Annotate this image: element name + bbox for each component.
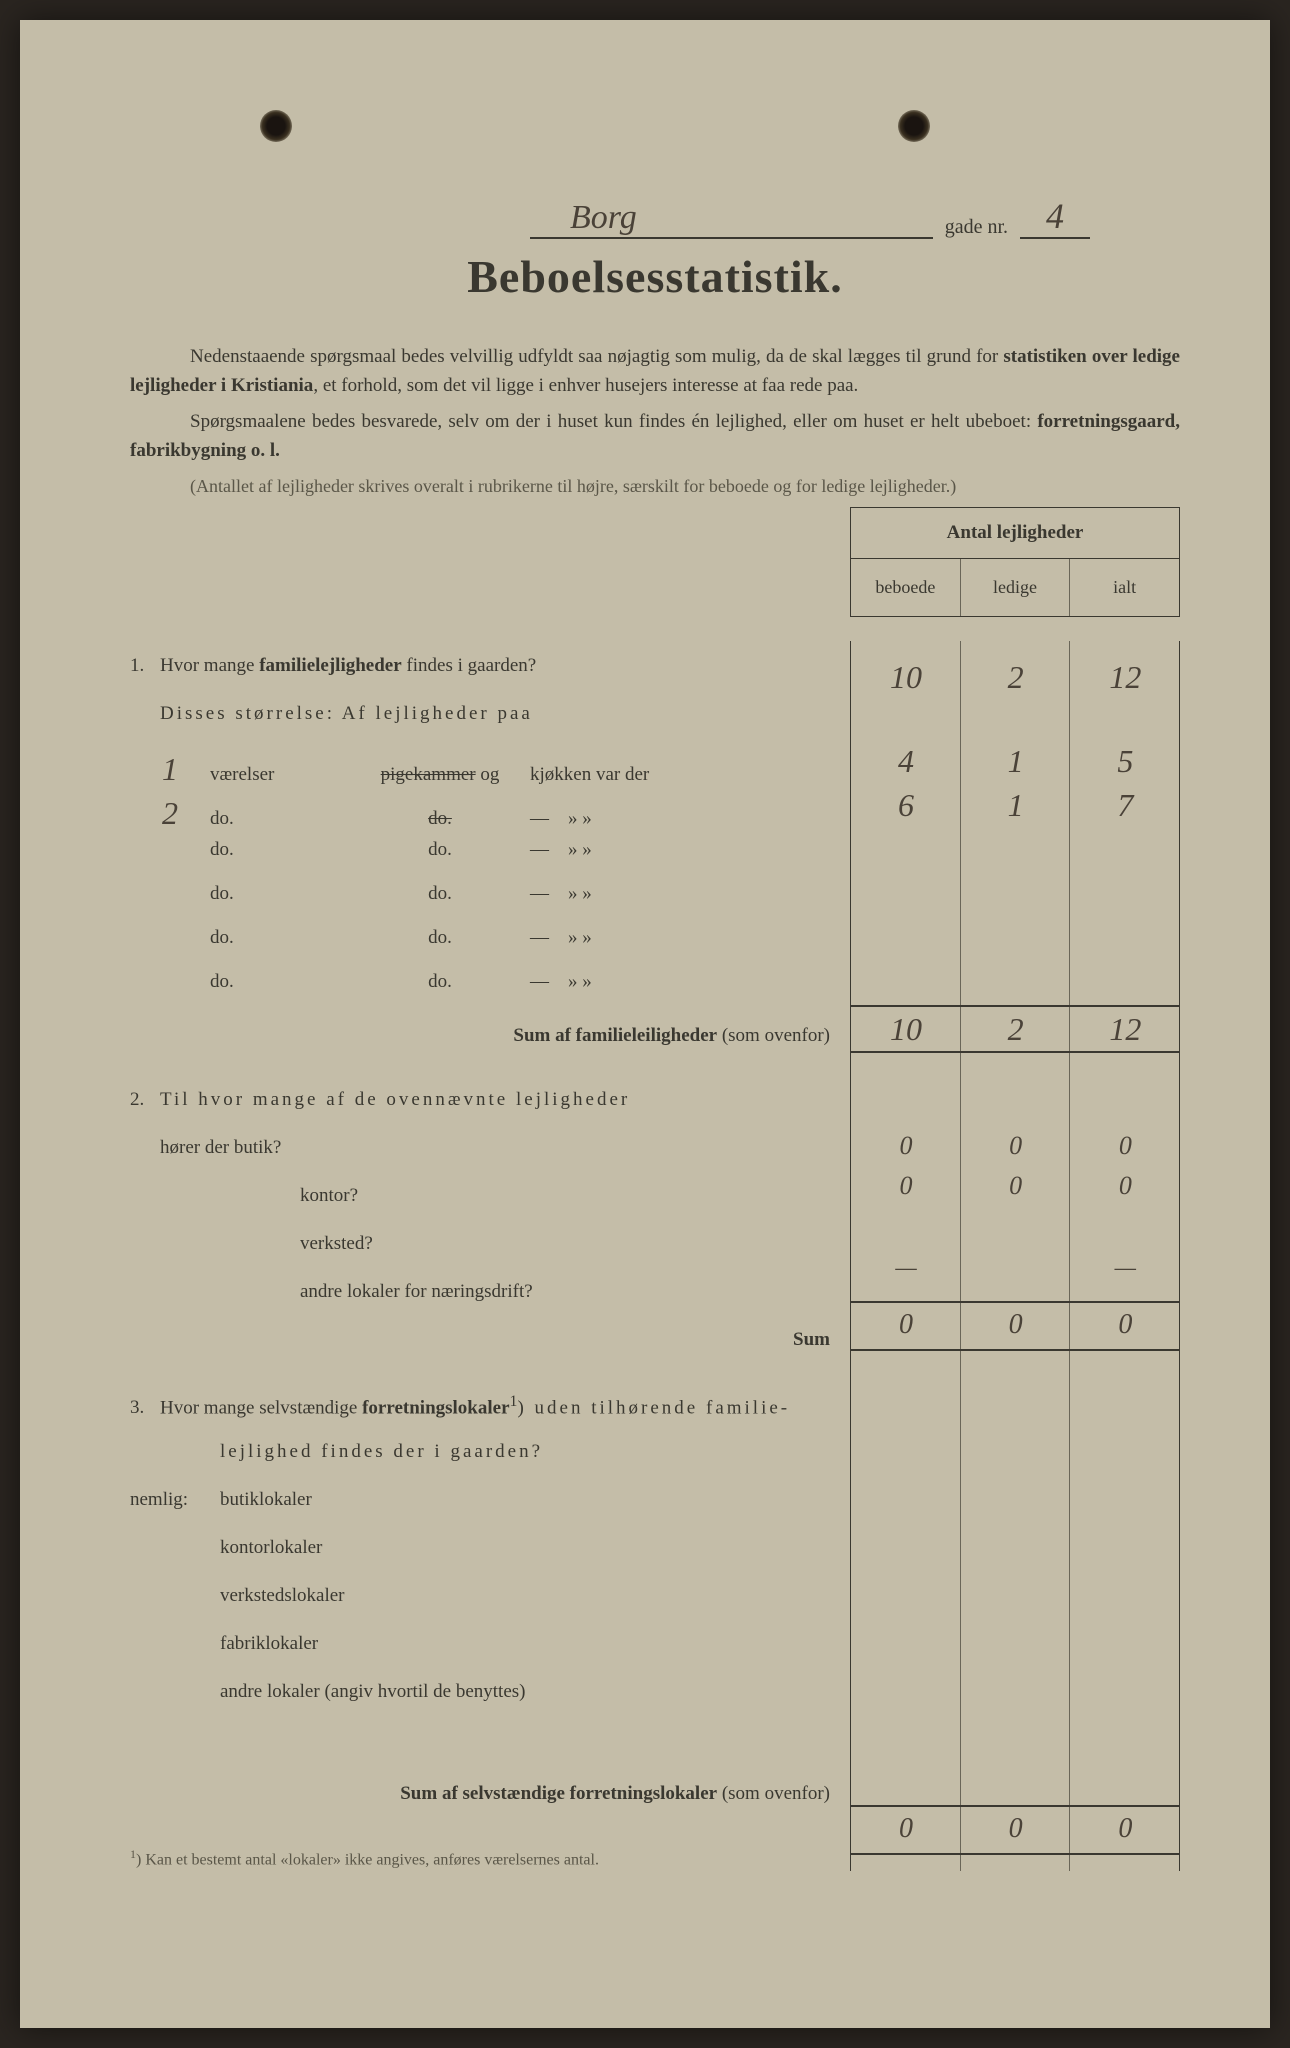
q3-num: 3.	[130, 1397, 160, 1419]
rule-q1-sum-top	[850, 1005, 1180, 1007]
col-ledige: ledige	[961, 559, 1071, 616]
rule-q3-sum-bot	[850, 1853, 1180, 1855]
data-col-2: 2 1 1 2 0 0 0 0	[960, 641, 1070, 1871]
q1-r2-c2: 1	[961, 787, 1071, 824]
q2-sum-c1: 0	[851, 1309, 961, 1341]
q1-total-c3: 12	[1070, 659, 1180, 696]
punch-hole-left	[260, 110, 292, 142]
q2-andre-c1: —	[851, 1255, 961, 1282]
street-name-field: Borg	[530, 199, 933, 239]
q2-butik-c3: 0	[1070, 1131, 1180, 1161]
data-columns: 10 4 6 10 0 0 — 0 0 2 1 1 2 0 0 0 0	[850, 641, 1180, 1871]
col-ialt: ialt	[1070, 559, 1179, 616]
q1-r1-c2: 1	[961, 743, 1071, 780]
page-title: Beboelsesstatistik.	[130, 250, 1180, 303]
rule-q1-sum-bot	[850, 1051, 1180, 1053]
q1-sum-c3: 12	[1070, 1011, 1180, 1048]
q3-sum-c1: 0	[851, 1813, 961, 1845]
form-content: Antal lejligheder beboede ledige ialt 10…	[130, 525, 1180, 1869]
q1-sum-c2: 2	[961, 1011, 1071, 1048]
q1-r1-c3: 5	[1070, 743, 1180, 780]
q1-r2-c1: 6	[851, 787, 961, 824]
intro-para-3: (Antallet af lejligheder skrives overalt…	[130, 473, 1180, 500]
q2-num: 2.	[130, 1089, 160, 1111]
rule-q2-sum-top	[850, 1301, 1180, 1303]
q3-sum-c3: 0	[1070, 1813, 1180, 1845]
q2-butik-c2: 0	[961, 1131, 1071, 1161]
q2-kontor-c2: 0	[961, 1171, 1071, 1201]
data-col-3: 12 5 7 12 0 0 — 0 0	[1069, 641, 1180, 1871]
data-col-1: 10 4 6 10 0 0 — 0 0	[850, 641, 960, 1871]
table-header-title: Antal lejligheder	[851, 508, 1179, 559]
col-beboede: beboede	[851, 559, 961, 616]
q1-total-c2: 2	[961, 659, 1071, 696]
intro-para-2: Spørgsmaalene bedes besvarede, selv om d…	[130, 408, 1180, 465]
q1-sr2-num: 2	[130, 795, 210, 832]
document-page: Borg gade nr. 4 Beboelsesstatistik. Nede…	[20, 20, 1270, 2028]
q1-sr1-num: 1	[130, 751, 210, 788]
q2-sum-c3: 0	[1070, 1309, 1180, 1341]
intro-para-1: Nedenstaaende spørgsmaal bedes velvillig…	[130, 343, 1180, 400]
rule-q2-sum-bot	[850, 1349, 1180, 1351]
punch-hole-right	[898, 110, 930, 142]
header-address: Borg gade nr. 4	[530, 195, 1090, 239]
street-number-field: 4	[1020, 195, 1090, 239]
q3-sum-c2: 0	[961, 1813, 1071, 1845]
q2-andre-c3: —	[1070, 1255, 1180, 1282]
table-header: Antal lejligheder beboede ledige ialt	[850, 507, 1180, 617]
q1-r1-c1: 4	[851, 743, 961, 780]
q1-r2-c3: 7	[1070, 787, 1180, 824]
q2-kontor-c1: 0	[851, 1171, 961, 1201]
q2-sum-c2: 0	[961, 1309, 1071, 1341]
rule-q3-sum-top	[850, 1805, 1180, 1807]
q1-total-c1: 10	[851, 659, 961, 696]
q1-sum-c1: 10	[851, 1011, 961, 1048]
q2-butik-c1: 0	[851, 1131, 961, 1161]
q1-num: 1.	[130, 655, 160, 677]
q2-kontor-c3: 0	[1070, 1171, 1180, 1201]
gade-label: gade nr.	[945, 216, 1008, 239]
table-header-cols: beboede ledige ialt	[851, 559, 1179, 616]
